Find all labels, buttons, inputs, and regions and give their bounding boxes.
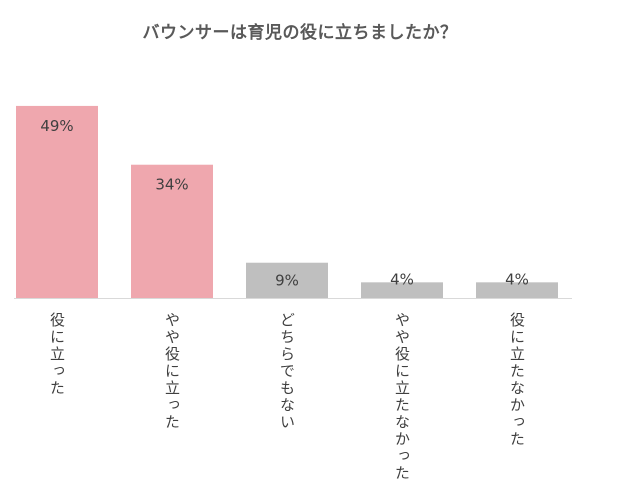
category-label-2: やや役に立った <box>163 312 181 431</box>
bar-1 <box>16 105 98 298</box>
category-label-5: 役に立たなかった <box>508 312 526 448</box>
data-label-1: 49% <box>40 117 73 135</box>
bar-3 <box>246 262 328 298</box>
bar-5 <box>476 282 558 298</box>
data-label-4: 4% <box>390 270 414 288</box>
category-label-3: どちらでもない <box>278 312 296 431</box>
data-label-2: 34% <box>155 176 188 194</box>
data-label-5: 4% <box>505 270 529 288</box>
category-label-4: やや役に立たなかった <box>393 312 411 482</box>
data-label-3: 9% <box>275 271 299 289</box>
bar-2 <box>131 164 213 298</box>
chart-title: バウンサーは育児の役に立ちましたか？ <box>142 23 458 43</box>
bar-4 <box>361 282 443 298</box>
category-label-1: 役に立った <box>48 312 66 397</box>
